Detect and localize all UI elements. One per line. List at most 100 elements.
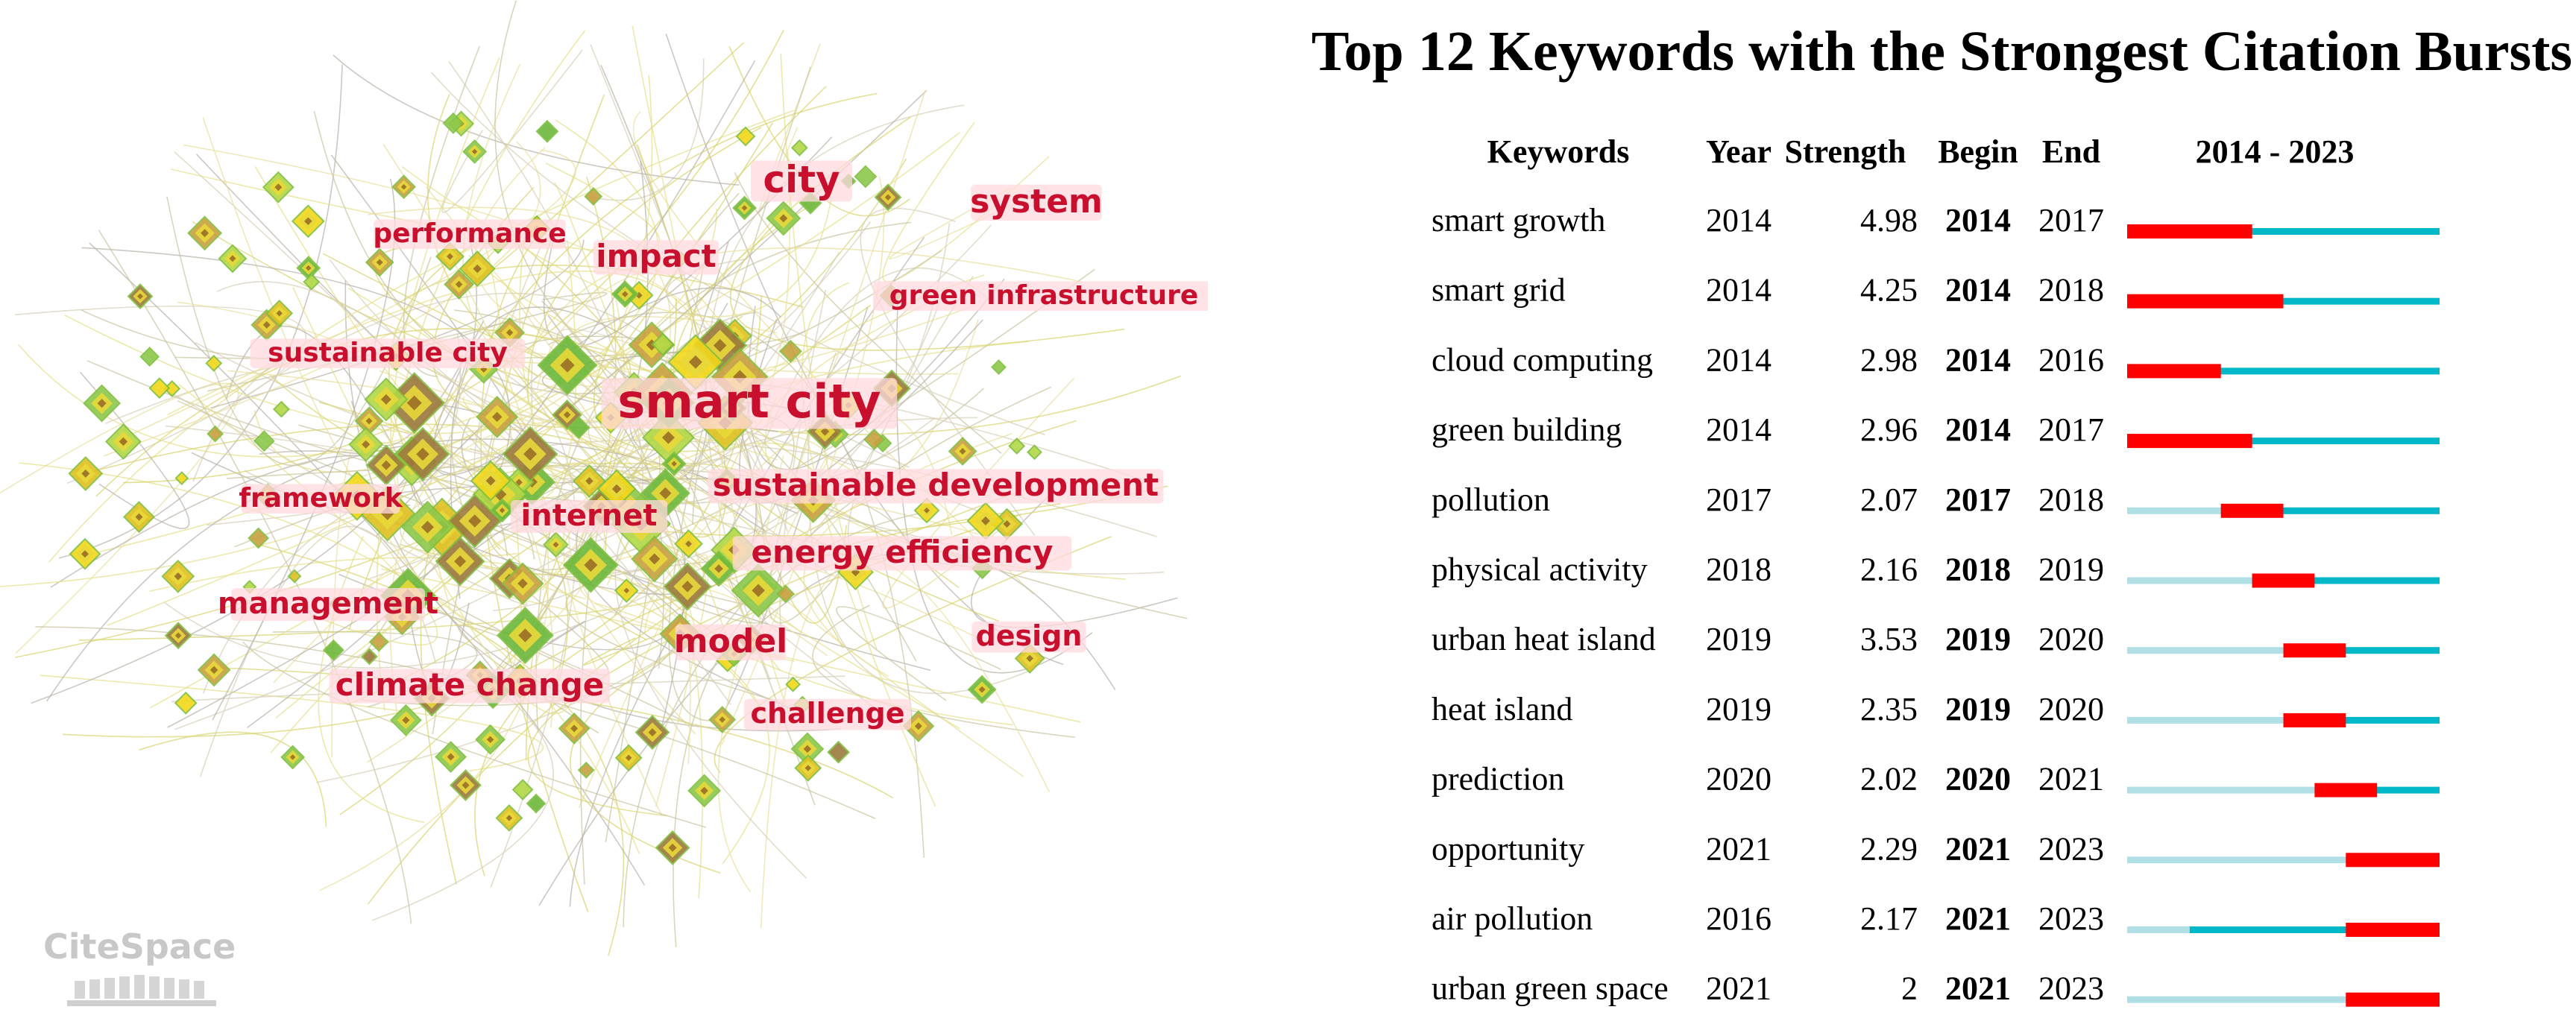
svg-text:sustainable city: sustainable city: [268, 338, 508, 368]
keyword-node: [148, 377, 171, 399]
year-cell: 2014: [1706, 272, 1772, 309]
network-link: [570, 514, 1021, 874]
keyword-node: [187, 215, 223, 251]
year-cell: 2017: [1706, 481, 1772, 518]
begin-cell: 2014: [1945, 411, 2011, 448]
network-link: [50, 455, 448, 588]
year-cell: 2021: [1706, 830, 1772, 867]
keyword-node: [674, 529, 703, 559]
burst-title: Top 12 Keywords with the Strongest Citat…: [1311, 20, 2572, 83]
keyword-node: [354, 406, 384, 436]
end-cell: 2021: [2038, 761, 2104, 797]
keyword-node: [687, 774, 722, 808]
keyword-node: [535, 119, 559, 143]
network-link: [474, 147, 959, 375]
keyword-node: [526, 793, 547, 814]
keyword-node: [262, 171, 295, 203]
keyword-node: [501, 562, 544, 605]
keyword-node: [735, 126, 756, 147]
citespace-logo-bars: [67, 975, 216, 1006]
svg-text:sustainable development: sustainable development: [713, 467, 1159, 503]
end-cell: 2020: [2038, 621, 2104, 657]
burst-row: physical activity 2018 2.16 2018 2019: [1432, 552, 2440, 588]
timeline-active-segment: [2283, 647, 2440, 654]
network-link: [183, 144, 732, 359]
timeline-active-segment: [2189, 926, 2440, 933]
keyword-label: design: [971, 619, 1086, 653]
svg-text:model: model: [674, 622, 788, 660]
keyword-cell: prediction: [1432, 761, 1564, 797]
timeline-inactive-segment: [2127, 786, 2315, 794]
end-cell: 2023: [2038, 900, 2104, 937]
keyword-node: [475, 724, 506, 755]
keyword-node: [1008, 437, 1026, 455]
timeline-inactive-segment: [2127, 577, 2252, 584]
keyword-node: [567, 416, 591, 440]
year-cell: 2014: [1706, 411, 1772, 448]
keyword-node: [634, 715, 670, 751]
burst-row: smart grid 2014 4.25 2014 2018: [1432, 272, 2440, 309]
network-link: [764, 90, 926, 546]
network-link: [376, 287, 781, 537]
burst-row: pollution 2017 2.07 2017 2018: [1432, 481, 2440, 518]
keyword-node: [785, 676, 802, 692]
timeline-active-segment: [2252, 577, 2440, 584]
keyword-node: [348, 426, 384, 462]
keyword-node: [383, 372, 446, 435]
network-link: [623, 386, 1052, 927]
keyword-node: [435, 241, 465, 271]
keyword-node: [913, 497, 940, 524]
svg-text:management: management: [218, 587, 438, 621]
network-link: [450, 306, 675, 599]
svg-text:impact: impact: [596, 238, 717, 274]
keyword-node: [766, 200, 802, 236]
end-cell: 2017: [2038, 202, 2104, 239]
col-header-keywords: Keywords: [1487, 133, 1630, 170]
burst-bar: [2283, 643, 2346, 658]
logo-bar: [179, 979, 189, 999]
keyword-cell: physical activity: [1432, 552, 1648, 588]
timeline-inactive-segment: [2127, 926, 2190, 933]
logo-bar: [164, 978, 174, 999]
keyword-label: impact: [593, 238, 719, 275]
keyword-node: [205, 354, 223, 372]
burst-row: cloud computing 2014 2.98 2014 2016: [1432, 341, 2440, 379]
keyword-node: [778, 339, 802, 363]
strength-cell: 2.07: [1860, 481, 1918, 518]
burst-row: green building 2014 2.96 2014 2017: [1432, 411, 2440, 449]
burst-bar: [2127, 364, 2221, 379]
burst-row: urban green space 2021 2 2021 2023: [1432, 970, 2440, 1007]
keyword-label: green infrastructure: [872, 280, 1208, 311]
keyword-node: [218, 244, 248, 274]
strength-cell: 4.25: [1860, 272, 1918, 309]
keyword-cell: green building: [1432, 411, 1622, 448]
keyword-label: challenge: [743, 697, 912, 730]
svg-text:performance: performance: [373, 218, 566, 249]
keyword-node: [667, 334, 724, 391]
timeline-inactive-segment: [2127, 647, 2284, 654]
network-link: [812, 604, 1075, 738]
year-cell: 2019: [1706, 691, 1772, 727]
keyword-node: [651, 332, 675, 356]
begin-cell: 2019: [1945, 691, 2011, 727]
keyword-node: [596, 469, 637, 509]
keyword-node: [389, 704, 422, 736]
burst-rows: smart growth 2014 4.98 2014 2017 smart grid 20…: [1432, 202, 2440, 1007]
keyword-label: performance: [373, 218, 567, 249]
network-link: [242, 641, 707, 828]
keyword-node: [495, 804, 523, 832]
keyword-node: [776, 584, 796, 604]
svg-text:framework: framework: [239, 483, 403, 514]
keyword-node: [863, 429, 886, 451]
keyword-node: [361, 648, 378, 666]
keyword-label: management: [218, 587, 438, 621]
begin-cell: 2018: [1945, 552, 2011, 588]
network-link: [110, 149, 576, 445]
network-link: [593, 86, 827, 452]
keyword-cooccurrence-network: city system performance impact green infrast…: [0, 0, 1208, 1006]
keyword-node: [459, 250, 496, 288]
keyword-label: internet: [510, 499, 668, 533]
timeline-inactive-segment: [2127, 716, 2284, 724]
keyword-node: [490, 498, 514, 523]
burst-row: urban heat island 2019 3.53 2019 2020: [1432, 621, 2440, 658]
